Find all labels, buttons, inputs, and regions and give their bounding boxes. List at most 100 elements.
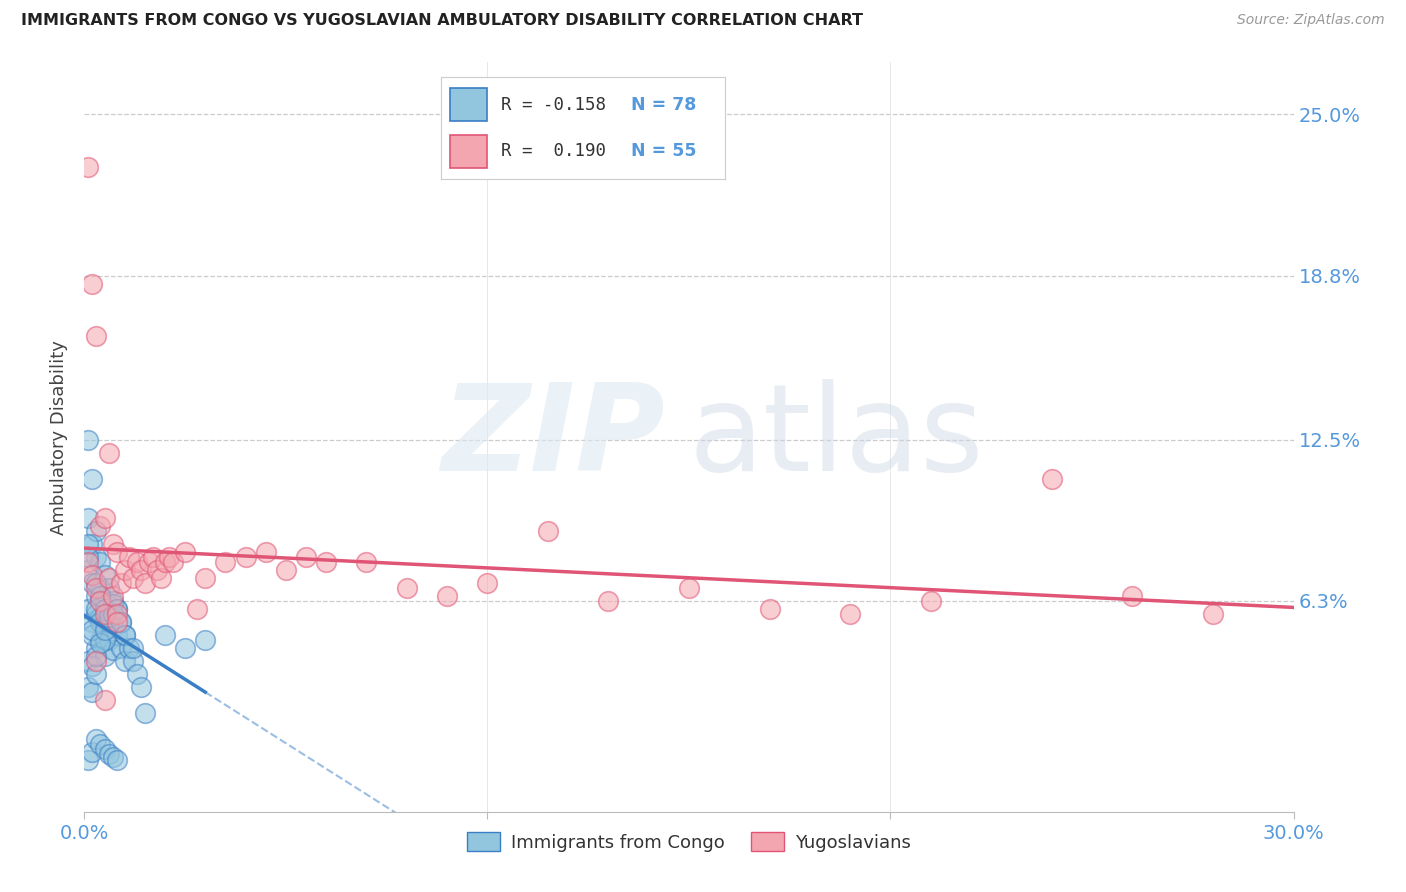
Point [129,563,152,577]
Point [678,581,700,595]
Point [89,581,111,595]
Point [153,628,176,642]
Point [295,549,318,564]
Point [97,609,120,624]
Point [477,575,499,590]
Point [920,594,942,608]
Point [110,615,132,629]
Point [77,160,100,174]
Point [105,628,128,642]
Point [97,607,120,621]
Point [77,555,100,569]
Point [134,575,156,590]
Point [93,693,115,707]
Point [138,555,160,569]
Point [839,607,862,621]
Text: atlas: atlas [689,378,984,496]
Point [114,628,136,642]
Point [105,602,128,616]
Text: ZIP: ZIP [441,378,665,496]
Point [86,328,108,343]
Point [86,666,108,681]
Point [315,555,337,569]
Point [274,563,297,577]
Point [97,633,120,648]
Point [82,615,104,629]
Point [89,615,111,629]
Point [86,581,108,595]
Point [194,571,217,585]
Point [77,654,100,668]
Point [146,563,169,577]
Point [86,602,108,616]
Point [93,620,115,634]
Point [77,563,100,577]
Point [89,589,111,603]
Point [97,747,120,762]
Point [89,737,111,751]
Point [82,537,104,551]
Point [86,575,108,590]
Point [93,607,115,621]
Point [235,549,257,564]
Point [125,555,148,569]
Point [194,633,217,648]
Point [77,680,100,694]
Point [77,602,100,616]
Point [598,594,620,608]
Point [129,680,152,694]
Point [1121,589,1143,603]
Point [93,594,115,608]
Point [101,537,124,551]
Point [142,549,165,564]
Point [86,640,108,655]
Point [758,602,780,616]
Point [101,594,124,608]
Point [82,745,104,759]
Point [114,563,136,577]
Point [89,635,111,649]
Point [121,640,143,655]
Text: IMMIGRANTS FROM CONGO VS YUGOSLAVIAN AMBULATORY DISABILITY CORRELATION CHART: IMMIGRANTS FROM CONGO VS YUGOSLAVIAN AMB… [21,13,863,29]
Point [93,633,115,648]
Point [118,640,141,655]
Point [82,277,104,291]
Point [186,602,208,616]
Point [254,544,277,558]
Point [93,602,115,616]
Point [121,571,143,585]
Point [118,549,141,564]
Point [97,607,120,621]
Point [93,623,115,637]
Point [1040,472,1063,486]
Point [153,555,176,569]
Point [97,615,120,629]
Point [89,518,111,533]
Point [101,597,124,611]
Point [105,615,128,629]
Point [105,753,128,767]
Legend: Immigrants from Congo, Yugoslavians: Immigrants from Congo, Yugoslavians [460,824,918,859]
Point [101,607,124,621]
Point [101,589,124,603]
Point [436,589,458,603]
Point [77,433,100,447]
Text: Source: ZipAtlas.com: Source: ZipAtlas.com [1237,13,1385,28]
Point [97,571,120,585]
Point [97,446,120,460]
Point [86,654,108,668]
Point [110,575,132,590]
Point [82,628,104,642]
Point [157,549,180,564]
Point [162,555,184,569]
Point [93,568,115,582]
Point [174,544,197,558]
Point [77,510,100,524]
Point [101,750,124,764]
Point [82,685,104,699]
Point [86,549,108,564]
Point [101,643,124,657]
Point [82,568,104,582]
Point [356,555,378,569]
Point [105,602,128,616]
